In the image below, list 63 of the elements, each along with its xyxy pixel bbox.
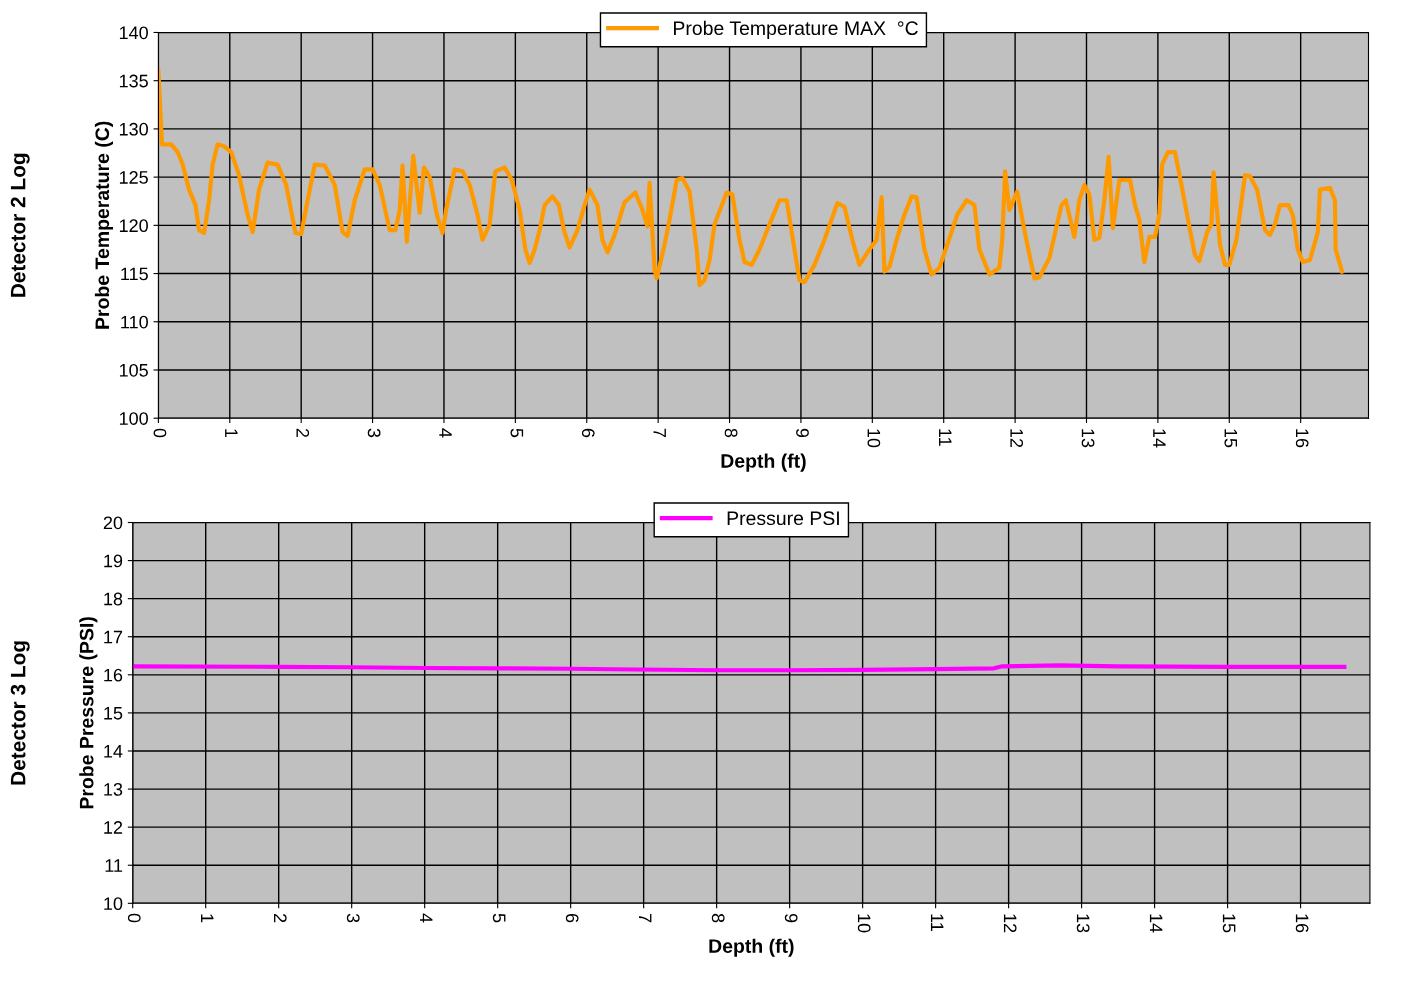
y-tick-label: 140 <box>119 26 148 40</box>
y-tick-label: 14 <box>104 745 123 758</box>
x-tick-label: 2 <box>296 428 310 438</box>
x-tick-label: 11 <box>930 914 944 931</box>
y-tick-label: 18 <box>104 592 123 606</box>
y-tick-label: 11 <box>105 859 123 872</box>
y-tick-label: 100 <box>119 412 148 425</box>
y-tick-label: 12 <box>104 821 123 834</box>
x-tick-label: 14 <box>1149 914 1163 933</box>
y-tick-label: 10 <box>104 897 123 911</box>
x-tick-label: 8 <box>724 428 738 438</box>
x-tick-label: 11 <box>939 429 952 446</box>
x-tick-label: 14 <box>1153 429 1166 448</box>
x-tick-label: 1 <box>225 429 238 438</box>
x-tick-label: 16 <box>1295 914 1309 933</box>
y-tick-label: 13 <box>104 783 123 796</box>
x-tick-label: 12 <box>1010 429 1024 448</box>
x-axis-title: Depth (ft) <box>709 938 794 957</box>
legend-label: Pressure PSI <box>727 511 839 526</box>
x-tick-label: 0 <box>153 428 167 438</box>
x-tick-label: 12 <box>1003 914 1017 933</box>
x-tick-label: 2 <box>274 913 287 923</box>
x-tick-label: 8 <box>711 913 725 923</box>
x-tick-label: 5 <box>510 428 524 438</box>
y-axis-title: Probe Pressure (PSI) <box>79 617 98 809</box>
x-tick-label: 9 <box>796 428 809 438</box>
x-tick-label: 6 <box>581 428 595 438</box>
y-tick-label: 130 <box>119 122 148 136</box>
legend-label: Probe Temperature MAX °C <box>674 20 918 39</box>
x-tick-label: 0 <box>127 913 141 923</box>
y-tick-label: 135 <box>119 74 148 88</box>
x-tick-label: 7 <box>638 913 652 923</box>
y-tick-label: 17 <box>104 630 123 644</box>
y-tick-label: 19 <box>104 554 123 568</box>
line-series <box>158 68 1345 288</box>
y-tick-label: 15 <box>104 707 123 720</box>
y-axis-title: Probe Temperature (C) <box>94 121 113 329</box>
x-tick-label: 4 <box>420 913 433 923</box>
text: Detector 3 Log <box>10 641 30 785</box>
y-tick-label: 110 <box>121 315 148 329</box>
x-tick-label: 1 <box>201 914 214 923</box>
y-tick-label: 16 <box>104 668 123 682</box>
x-axis-title: Depth (ft) <box>721 453 806 472</box>
text: Detector 2 Log <box>10 153 30 297</box>
y-tick-label: 115 <box>121 267 148 281</box>
x-tick-label: 3 <box>346 913 360 923</box>
x-tick-label: 13 <box>1081 429 1095 448</box>
y-tick-label: 20 <box>103 516 123 530</box>
y-tick-label: 120 <box>119 219 148 233</box>
x-tick-label: 10 <box>857 914 871 933</box>
y-tick-label: 105 <box>119 363 148 377</box>
x-tick-label: 15 <box>1222 914 1236 933</box>
x-tick-label: 10 <box>867 429 881 448</box>
x-tick-label: 6 <box>565 913 579 923</box>
x-tick-label: 7 <box>653 428 666 438</box>
x-tick-label: 16 <box>1295 429 1309 448</box>
x-tick-label: 9 <box>784 913 798 923</box>
x-tick-label: 15 <box>1224 429 1238 448</box>
x-tick-label: 3 <box>367 428 381 438</box>
x-tick-label: 5 <box>492 913 506 923</box>
x-tick-label: 4 <box>439 428 452 438</box>
x-tick-label: 13 <box>1076 914 1090 933</box>
y-tick-label: 125 <box>119 171 148 184</box>
